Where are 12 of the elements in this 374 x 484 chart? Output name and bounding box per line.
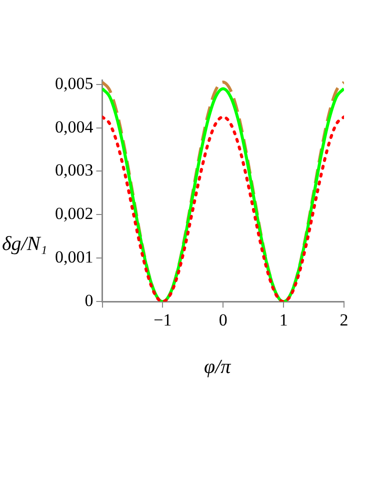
y-tick-label: 0,001 (55, 248, 94, 267)
y-tick-label: 0,003 (55, 160, 94, 180)
x-tick-label: 0 (218, 310, 228, 330)
y-tick-label: 0,002 (55, 204, 94, 224)
y-tick-label: 0 (84, 291, 94, 310)
y-tick-label: 0,004 (55, 117, 94, 136)
x-axis-title: φ/π (204, 355, 231, 379)
y-axis-title: δg/N₁ (2, 232, 48, 256)
x-tick-label: −1 (154, 310, 172, 330)
x-tick-label: 2 (340, 310, 348, 330)
x-tick-label: 1 (279, 310, 288, 330)
y-tick-label: 0,005 (55, 74, 94, 93)
